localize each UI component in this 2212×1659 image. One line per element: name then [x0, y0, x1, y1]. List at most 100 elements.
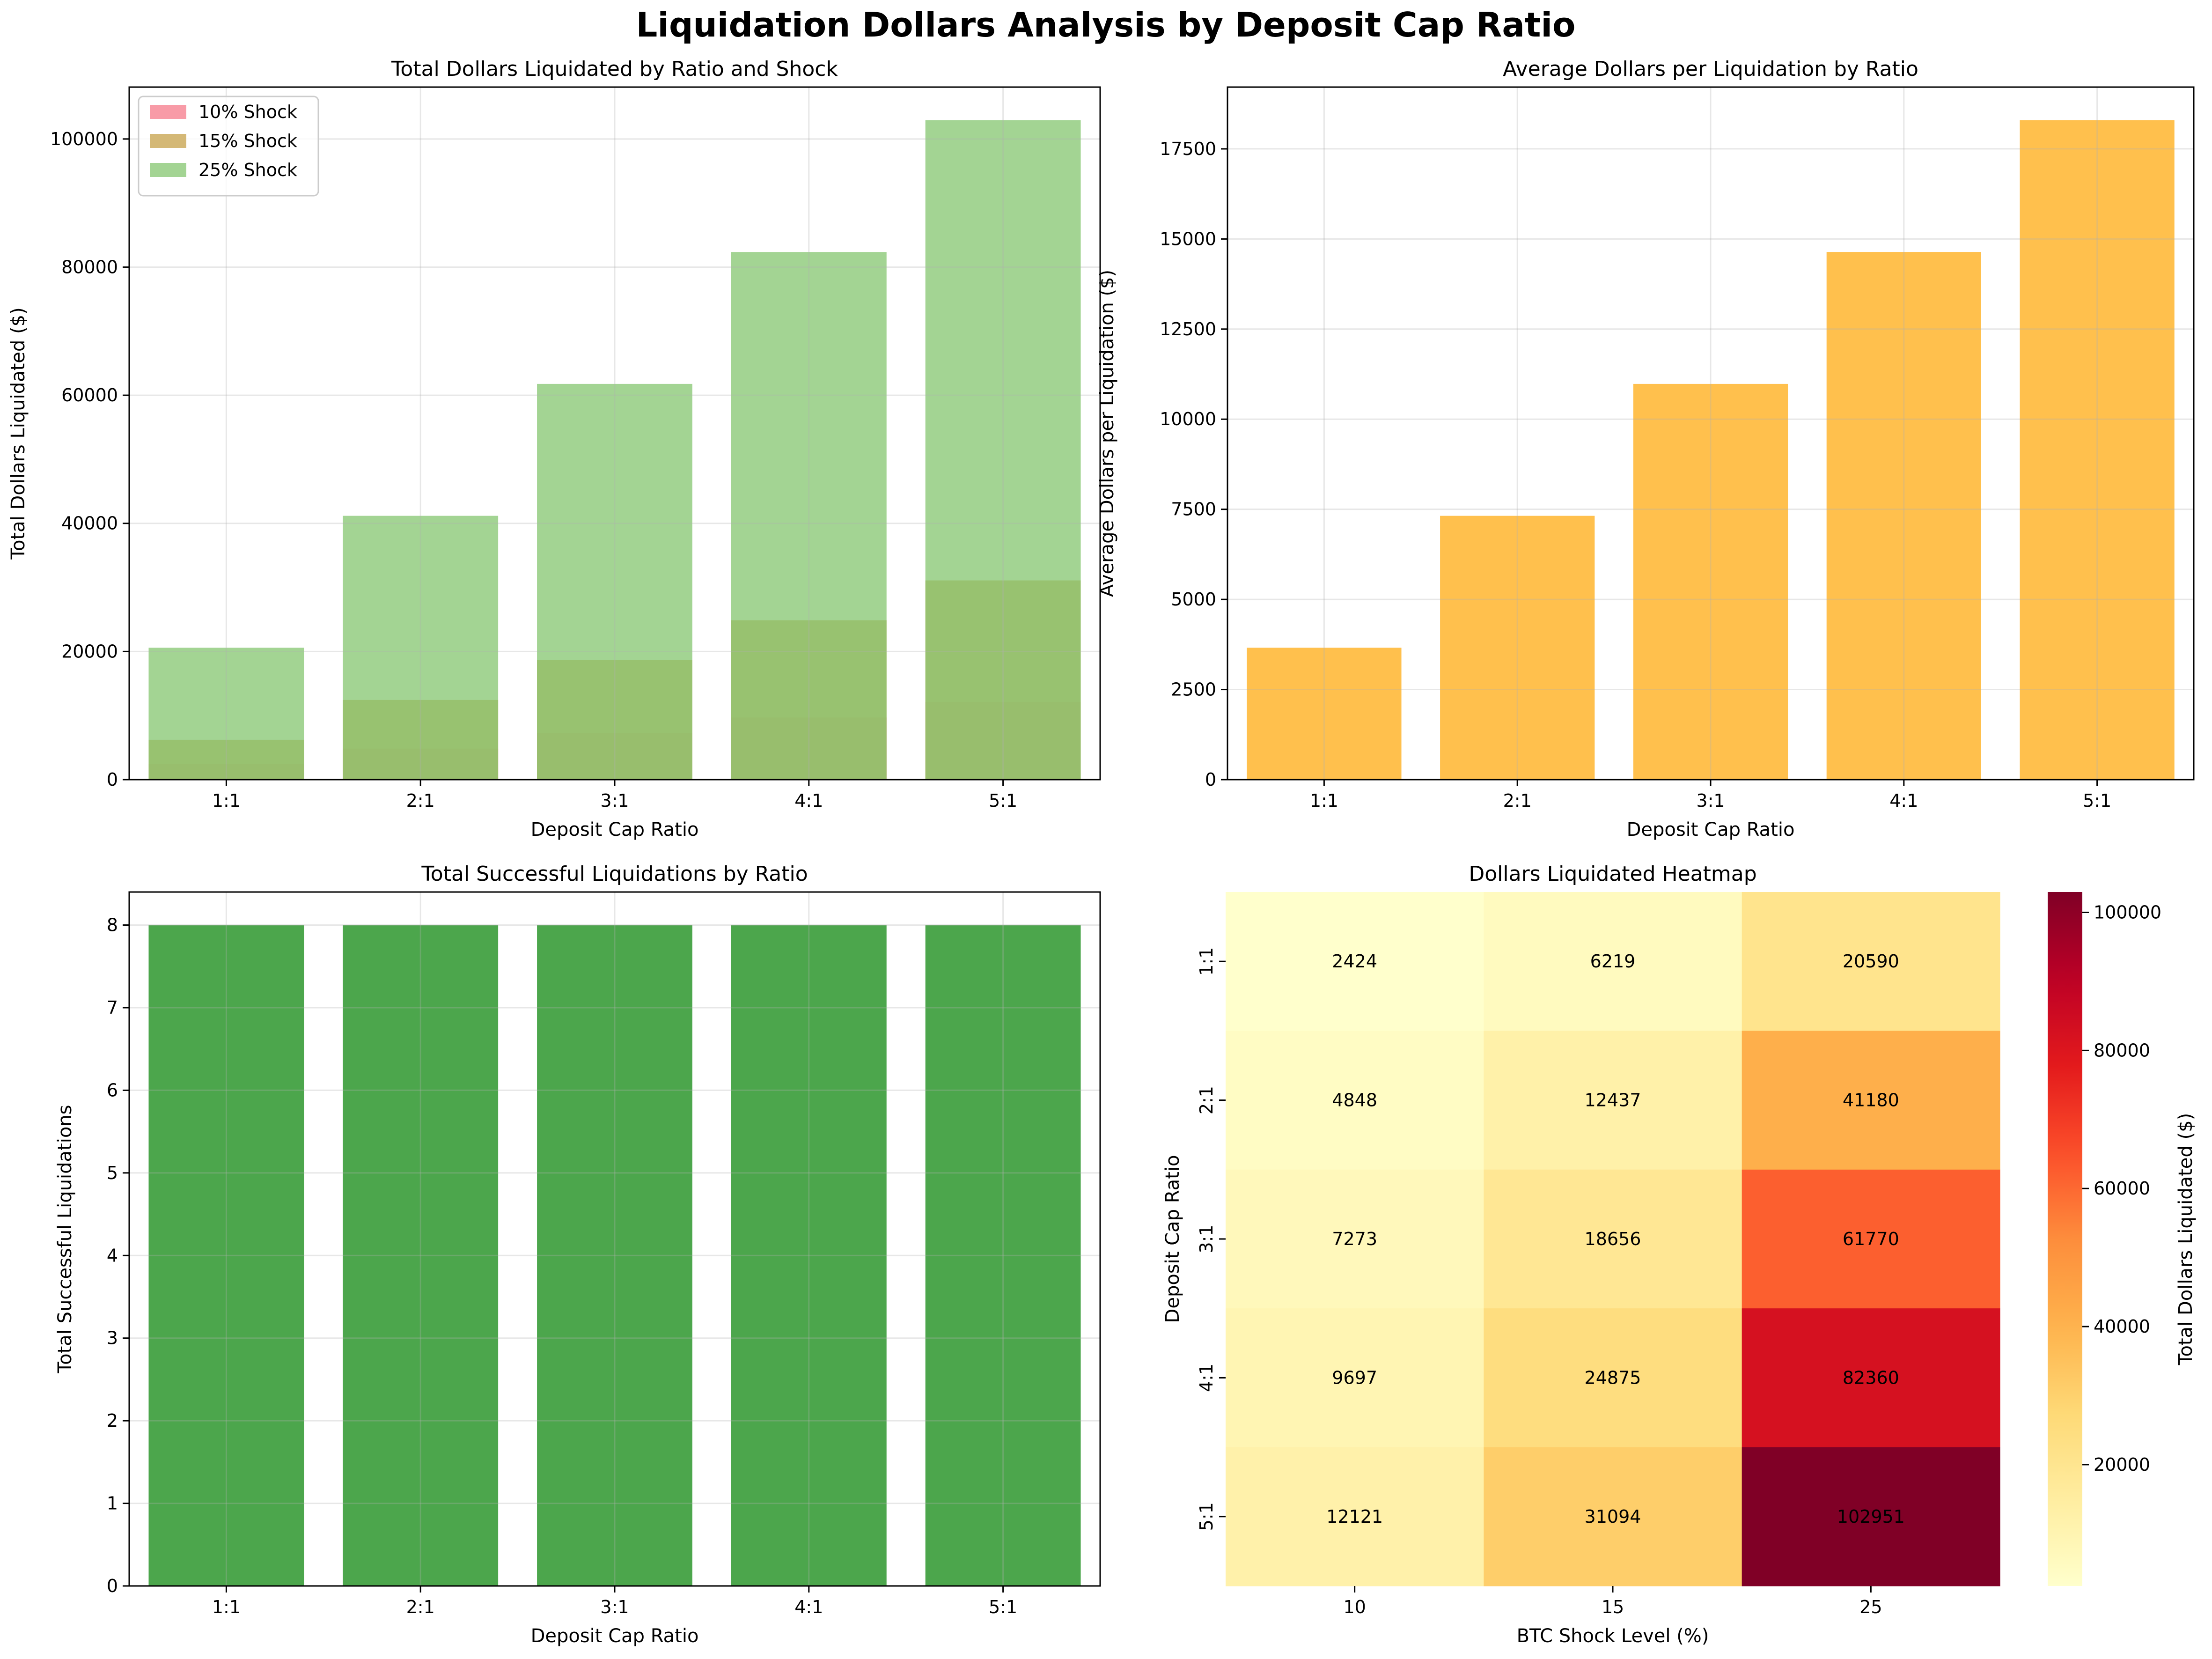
x-axis-label: Deposit Cap Ratio [531, 1625, 699, 1647]
y-tick-label: 7 [107, 997, 118, 1018]
y-tick-label: 1 [107, 1493, 118, 1514]
x-tick-label: 3:1 [600, 790, 629, 811]
bar-25-shock [731, 252, 887, 780]
x-tick-label: 4:1 [794, 790, 823, 811]
average-bar [1440, 516, 1595, 780]
heatmap-cell [1484, 892, 1742, 1031]
y-tick-label: 7500 [1171, 499, 1216, 520]
x-tick-label: 15 [1602, 1597, 1624, 1617]
y-tick-label: 8 [107, 915, 118, 936]
heatmap-cell [1226, 1031, 1484, 1170]
average-dollars-chart: 0 2500 5000 7500 10000 12500 15000 17500 1:1 2:1 3… [1096, 57, 2195, 841]
x-tick-label: 2:1 [1503, 790, 1532, 811]
y-tick-label: 17500 [1160, 139, 1216, 159]
legend-swatch [150, 105, 186, 119]
x-tick-label: 3:1 [1696, 790, 1725, 811]
y-tick-label: 0 [107, 769, 118, 790]
y-tick-label: 2500 [1171, 679, 1216, 700]
heatmap-cell-label: 24875 [1585, 1367, 1641, 1388]
legend-label: 25% Shock [198, 160, 297, 180]
heatmap-cell-label: 12437 [1585, 1090, 1641, 1111]
y-axis-label: Deposit Cap Ratio [1162, 1155, 1183, 1323]
heatmap-cell-label: 20590 [1843, 951, 1899, 972]
y-tick-label: 4 [107, 1245, 118, 1266]
successful-liquidations-chart: 0 1 2 3 4 5 6 7 8 1:1 2:1 3:1 4:1 5:1 Total Successful… [54, 862, 1101, 1647]
x-axis-label: Deposit Cap Ratio [531, 819, 699, 841]
x-tick-label: 4:1 [1889, 790, 1918, 811]
x-tick-label: 10 [1343, 1597, 1366, 1617]
heatmap-cell-label: 4848 [1332, 1090, 1377, 1111]
heatmap-cell-label: 102951 [1837, 1506, 1905, 1527]
x-axis-label: BTC Shock Level (%) [1517, 1625, 1709, 1647]
heatmap-cell [1742, 1447, 2000, 1586]
y-axis-label: Average Dollars per Liquidation ($) [1096, 270, 1118, 597]
legend-swatch [150, 134, 186, 148]
y-tick-label: 80000 [61, 257, 118, 277]
y-tick-label: 100000 [50, 129, 118, 149]
y-tick-label: 20000 [61, 641, 118, 662]
chart-title: Total Dollars Liquidated by Ratio and Sh… [391, 57, 838, 81]
dollars-heatmap: 2424 6219 20590 4848 12437 41180 7273 18656 6177… [1162, 862, 2197, 1647]
legend-label: 10% Shock [198, 102, 297, 122]
legend: 10% Shock 15% Shock 25% Shock [138, 96, 319, 197]
heatmap-cell-label: 82360 [1843, 1367, 1899, 1388]
heatmap-cell-label: 9697 [1332, 1367, 1377, 1388]
colorbar-label: Total Dollars Liquidated ($) [2175, 1113, 2197, 1365]
y-tick-label: 4:1 [1196, 1364, 1217, 1392]
heatmap-cell [1484, 1169, 1742, 1309]
heatmap-cell-label: 41180 [1843, 1090, 1899, 1111]
y-tick-label: 15000 [1160, 229, 1216, 249]
success-bar [537, 925, 692, 1586]
bar-25-shock [148, 648, 304, 780]
y-tick-label: 3:1 [1196, 1224, 1217, 1253]
heatmap-cell-label: 2424 [1332, 951, 1377, 972]
chart-title: Dollars Liquidated Heatmap [1469, 862, 1756, 886]
average-bar [1826, 252, 1981, 780]
x-tick-label: 2:1 [406, 1597, 435, 1617]
heatmap-cell-label: 12121 [1326, 1506, 1383, 1527]
chart-title: Total Successful Liquidations by Ratio [421, 862, 808, 886]
y-tick-label: 0 [1205, 769, 1216, 790]
legend-swatch [150, 163, 186, 177]
bar-25-shock [537, 383, 692, 780]
heatmap-cell [1484, 1308, 1742, 1448]
heatmap-cell [1226, 892, 1484, 1031]
legend-label: 15% Shock [198, 131, 297, 151]
x-tick-label: 2:1 [406, 790, 435, 811]
y-tick-label: 5000 [1171, 589, 1216, 610]
heatmap-cell [1742, 892, 2000, 1031]
y-tick-label: 60000 [61, 385, 118, 406]
heatmap-cell-label: 31094 [1585, 1506, 1641, 1527]
x-tick-label: 25 [1859, 1597, 1882, 1617]
heatmap-cell-label: 7273 [1332, 1229, 1377, 1249]
y-tick-label: 5:1 [1196, 1502, 1217, 1531]
y-tick-label: 3 [107, 1328, 118, 1349]
y-tick-label: 5 [107, 1163, 118, 1183]
bar-25-shock [343, 516, 499, 780]
heatmap-cell-label: 18656 [1585, 1229, 1641, 1249]
y-tick-label: 0 [107, 1576, 118, 1596]
y-tick-label: 2 [107, 1410, 118, 1431]
heatmap-cell [1226, 1308, 1484, 1448]
x-tick-label: 4:1 [794, 1597, 823, 1617]
heatmap-cell [1742, 1169, 2000, 1309]
average-bar [1247, 648, 1402, 780]
y-tick-label: 6 [107, 1080, 118, 1100]
heatmap-cell [1484, 1031, 1742, 1170]
x-tick-label: 5:1 [989, 790, 1017, 811]
y-tick-label: 12500 [1160, 319, 1216, 339]
chart-title: Average Dollars per Liquidation by Ratio [1503, 57, 1918, 81]
y-tick-label: 1:1 [1196, 947, 1217, 976]
colorbar-tick-label: 100000 [2094, 902, 2161, 923]
colorbar-tick-label: 20000 [2094, 1454, 2150, 1475]
success-bar [343, 925, 499, 1586]
heatmap-cell [1742, 1308, 2000, 1448]
heatmap-cell-label: 61770 [1843, 1229, 1899, 1249]
x-tick-label: 1:1 [1310, 790, 1338, 811]
average-bar [1633, 383, 1788, 780]
heatmap-cell [1742, 1031, 2000, 1170]
success-bar [148, 925, 304, 1586]
heatmap-cell [1226, 1169, 1484, 1309]
average-bar [2020, 120, 2175, 780]
x-axis-label: Deposit Cap Ratio [1627, 819, 1795, 841]
